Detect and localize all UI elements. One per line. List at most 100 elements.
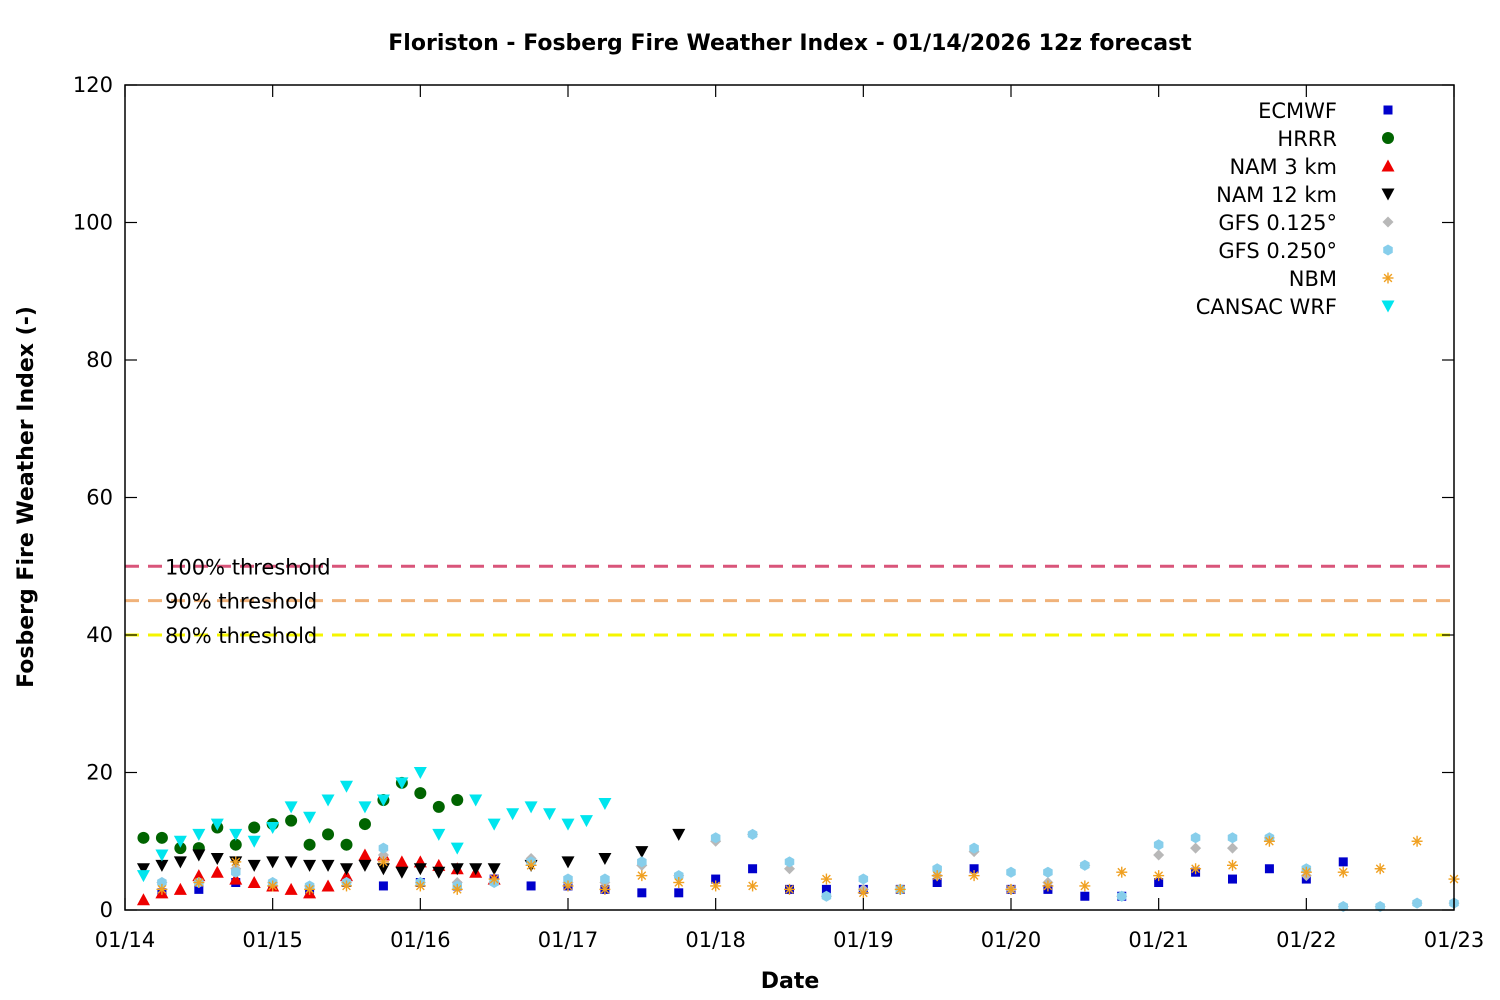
data-point xyxy=(341,880,352,892)
data-point xyxy=(432,800,445,813)
data-point xyxy=(136,893,150,906)
legend-marker xyxy=(1381,300,1395,313)
data-point xyxy=(598,852,612,865)
data-point xyxy=(1042,880,1054,892)
data-point xyxy=(637,856,647,868)
data-point xyxy=(1080,859,1090,871)
data-point xyxy=(1300,866,1312,878)
legend-label: GFS 0.125° xyxy=(1218,211,1337,235)
axis-ticks: 0 20 40 60 80 100 120 01/14 01/15 01/16 01/17 01/18… xyxy=(73,73,1484,952)
data-point xyxy=(1412,897,1422,909)
data-point xyxy=(192,849,206,862)
data-point xyxy=(267,880,279,892)
data-point xyxy=(469,794,483,807)
data-point xyxy=(229,828,243,841)
y-tick-label: 120 xyxy=(73,73,113,97)
data-point xyxy=(450,863,464,876)
data-point xyxy=(266,822,280,834)
data-point xyxy=(247,859,261,872)
data-point xyxy=(1153,839,1164,851)
y-axis-label: Fosberg Fire Weather Index (-) xyxy=(14,306,39,688)
data-point xyxy=(1264,864,1274,874)
data-point xyxy=(210,865,224,878)
y-tick-label: 80 xyxy=(86,348,113,372)
x-tick-label: 01/17 xyxy=(538,928,599,952)
data-point xyxy=(377,849,389,861)
y-tick-label: 0 xyxy=(100,898,113,922)
data-point xyxy=(1190,832,1201,844)
data-point xyxy=(1116,866,1128,878)
data-point xyxy=(157,877,167,888)
data-point xyxy=(340,863,353,876)
data-point xyxy=(1337,866,1349,878)
data-point xyxy=(748,864,758,874)
x-tick-label: 01/20 xyxy=(981,928,1042,952)
data-point xyxy=(1153,849,1165,861)
data-point xyxy=(210,852,224,865)
data-point xyxy=(1263,835,1275,847)
series-cansac-wrf xyxy=(136,767,612,883)
y-tick-label: 100 xyxy=(73,211,113,235)
x-tick-label: 01/19 xyxy=(833,928,894,952)
data-point xyxy=(598,797,612,810)
data-point xyxy=(894,883,906,895)
threshold-lines: 100% threshold 90% threshold 80% threshold xyxy=(125,555,1454,648)
legend-marker xyxy=(1382,132,1394,144)
data-point xyxy=(674,888,684,898)
data-point xyxy=(284,856,298,869)
y-tick-label: 20 xyxy=(86,761,113,785)
data-point xyxy=(968,870,980,882)
data-point xyxy=(469,863,483,876)
data-point xyxy=(156,883,168,895)
legend: ECMWF HRRR NAM 3 km NAM 12 km GFS 0.125° GFS … xyxy=(1196,99,1395,319)
legend-label: CANSAC WRF xyxy=(1196,295,1337,319)
legend-marker xyxy=(1383,105,1393,115)
data-point xyxy=(322,828,335,841)
data-point xyxy=(174,842,187,855)
threshold-label: 90% threshold xyxy=(165,590,317,614)
data-point xyxy=(303,811,317,824)
data-point xyxy=(377,856,389,868)
data-point xyxy=(932,878,942,887)
y-tick-label: 60 xyxy=(86,486,113,510)
data-point xyxy=(155,859,169,872)
data-point xyxy=(378,881,388,891)
legend-label: HRRR xyxy=(1277,127,1337,151)
data-point xyxy=(321,794,335,807)
data-point xyxy=(395,777,409,790)
data-point xyxy=(303,838,316,851)
data-point xyxy=(414,880,426,892)
data-point xyxy=(969,842,979,854)
data-point xyxy=(673,870,684,882)
data-point xyxy=(376,863,390,876)
data-point xyxy=(340,780,353,793)
data-point xyxy=(488,873,500,885)
data-point xyxy=(1005,883,1017,895)
legend-label: GFS 0.250° xyxy=(1218,239,1337,263)
x-tick-label: 01/23 xyxy=(1424,928,1485,952)
data-point xyxy=(524,801,538,814)
data-point xyxy=(137,831,150,844)
threshold-label: 80% threshold xyxy=(165,624,317,648)
legend-label: ECMWF xyxy=(1258,99,1337,123)
plot-frame xyxy=(124,84,1455,911)
x-tick-label: 01/18 xyxy=(685,928,746,952)
series-gfs-0-250- xyxy=(157,828,1459,913)
data-point xyxy=(1079,880,1091,892)
data-point xyxy=(230,866,241,878)
data-point xyxy=(747,828,758,840)
data-point xyxy=(451,883,463,895)
data-point xyxy=(487,863,501,876)
data-point xyxy=(784,883,795,895)
data-point xyxy=(284,801,298,814)
data-point xyxy=(969,864,979,874)
chart-title: Floriston - Fosberg Fire Weather Index -… xyxy=(388,31,1192,56)
series-nam-3-km xyxy=(136,848,501,906)
x-tick-label: 01/15 xyxy=(242,928,303,952)
data-point xyxy=(561,818,575,831)
legend-marker xyxy=(1381,159,1395,172)
data-point xyxy=(192,828,206,841)
data-point xyxy=(304,883,316,895)
data-point xyxy=(1190,842,1202,854)
